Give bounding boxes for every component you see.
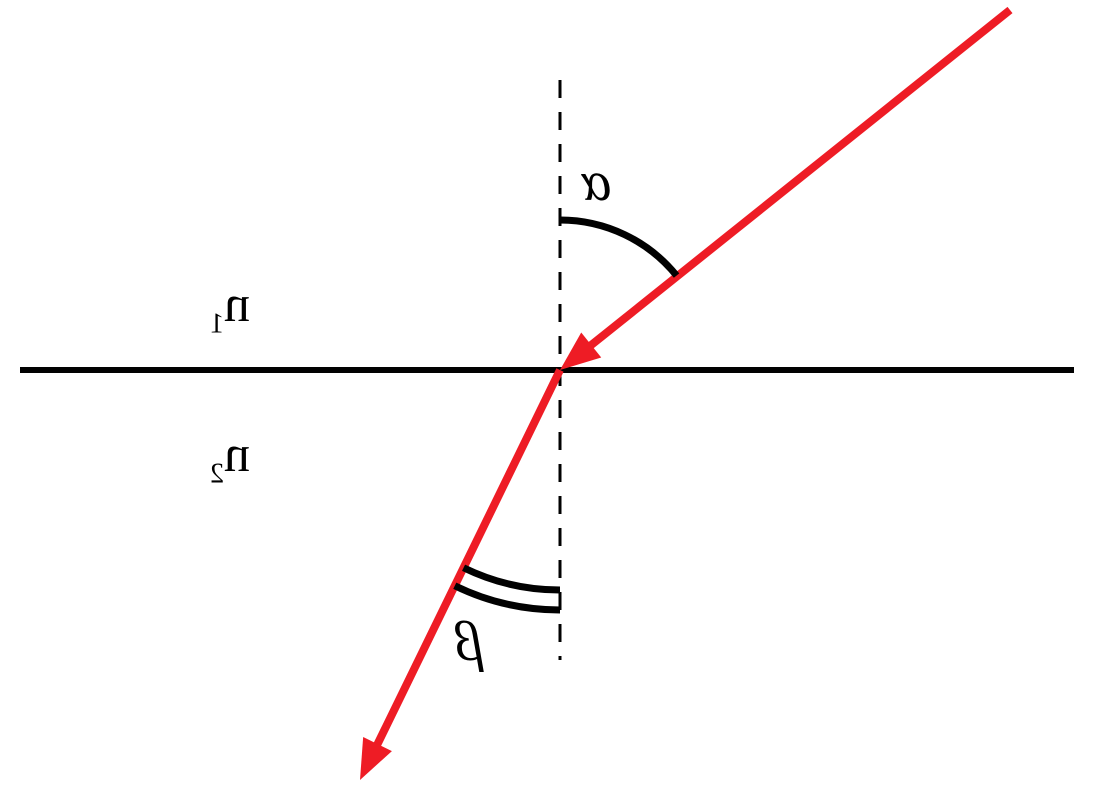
refracted-ray-arrowhead — [360, 737, 392, 780]
diagram-root: αβn1n2 — [0, 0, 1094, 794]
beta-label-text: β — [455, 611, 483, 673]
refraction-diagram — [0, 0, 1094, 794]
incident-ray — [579, 10, 1010, 355]
n2-label-base: n — [224, 426, 250, 483]
n1-label-base: n — [224, 276, 250, 333]
beta-label: β — [455, 610, 483, 674]
refracted-ray — [371, 370, 560, 758]
alpha-label: α — [582, 150, 611, 214]
alpha-angle-arc — [560, 220, 677, 276]
n2-label-sub: 2 — [210, 458, 224, 489]
n1-label-sub: 1 — [210, 308, 224, 339]
n1-label: n1 — [210, 275, 250, 340]
alpha-label-text: α — [582, 151, 611, 213]
beta-angle-arc-inner — [464, 568, 560, 590]
n2-label: n2 — [210, 425, 250, 490]
